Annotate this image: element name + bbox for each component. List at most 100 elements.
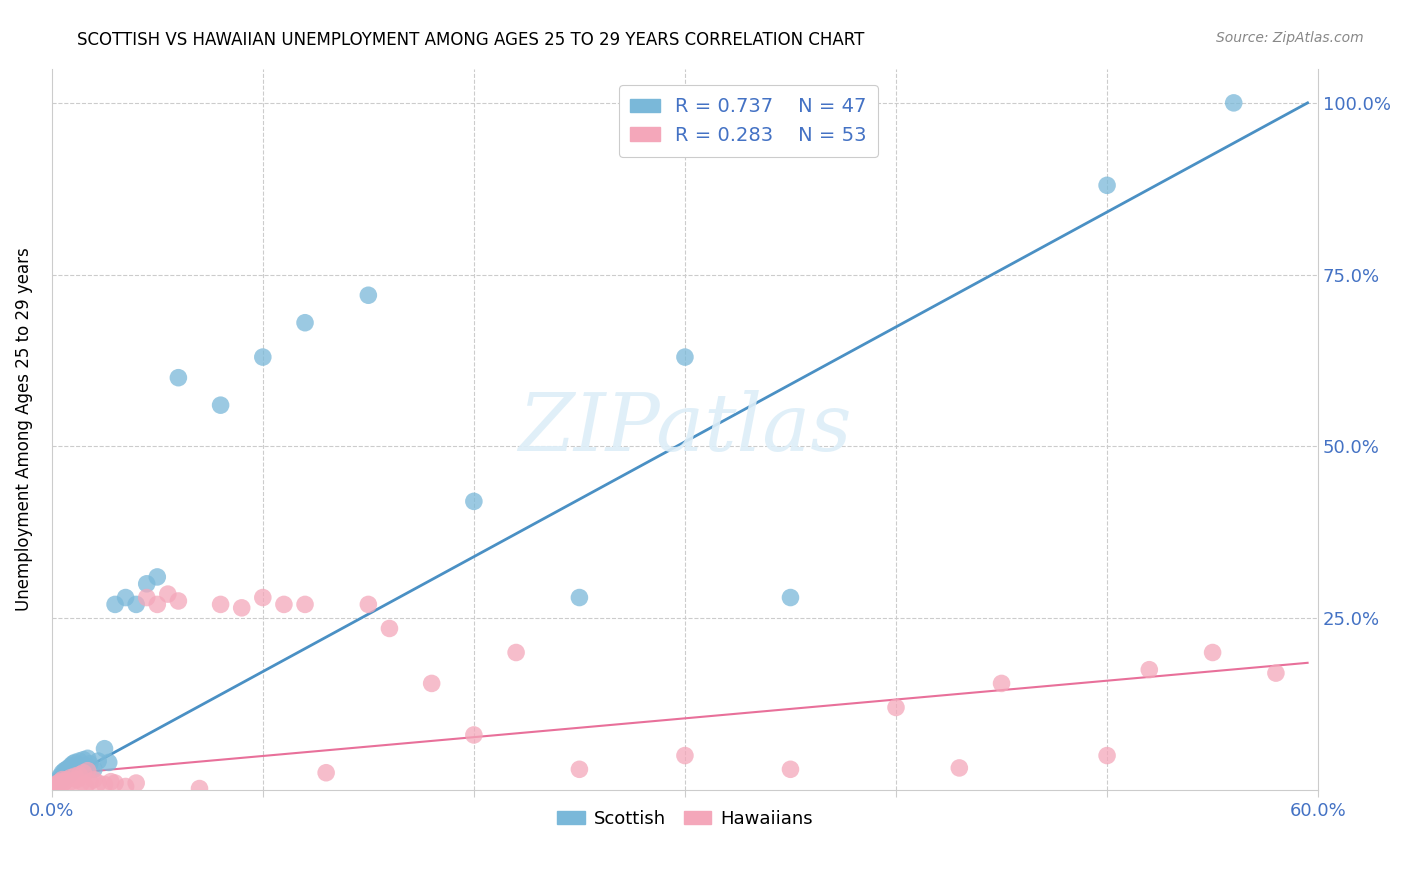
Point (51, 772, 73, 787)
Point (1137, 663, 1160, 677)
Point (252, 350, 274, 364)
Point (100, 774, 122, 789)
Point (49, 774, 72, 789)
Point (568, 591, 591, 605)
Point (83, 772, 105, 787)
Point (125, 598, 148, 612)
Point (75, 780, 97, 794)
Point (72, 765, 94, 780)
Point (1222, 95, 1244, 110)
Point (62, 756, 84, 771)
Point (46, 776, 69, 790)
Point (53, 764, 76, 778)
Point (66, 761, 89, 775)
Point (70, 776, 93, 790)
Point (315, 765, 337, 780)
Point (125, 776, 148, 790)
Y-axis label: Unemployment Among Ages 25 to 29 years: Unemployment Among Ages 25 to 29 years (15, 247, 32, 611)
Point (49, 774, 72, 789)
Point (146, 570, 169, 584)
Point (45, 777, 67, 791)
Point (76, 764, 98, 778)
Point (46, 776, 69, 790)
Point (53, 774, 76, 789)
Point (231, 600, 253, 615)
Point (59, 759, 82, 773)
Text: ZIPatlas: ZIPatlas (519, 391, 852, 468)
Point (58, 761, 80, 775)
Point (51, 765, 73, 780)
Point (72, 753, 94, 767)
Point (135, 576, 157, 591)
Point (990, 676, 1012, 690)
Point (294, 598, 316, 612)
Point (45, 777, 67, 791)
Point (209, 598, 232, 612)
Point (505, 646, 527, 660)
Point (70, 760, 93, 774)
Point (209, 398, 232, 412)
Point (67, 754, 90, 768)
Point (463, 494, 485, 508)
Point (1201, 646, 1223, 660)
Text: SCOTTISH VS HAWAIIAN UNEMPLOYMENT AMONG AGES 25 TO 29 YEARS CORRELATION CHART: SCOTTISH VS HAWAIIAN UNEMPLOYMENT AMONG … (77, 31, 865, 49)
Point (46, 772, 69, 787)
Point (79, 774, 101, 789)
Point (252, 591, 274, 605)
Point (156, 587, 179, 601)
Point (79, 756, 101, 771)
Legend: Scottish, Hawaiians: Scottish, Hawaiians (550, 803, 820, 835)
Point (1095, 178, 1118, 193)
Point (93, 741, 115, 756)
Point (779, 591, 801, 605)
Text: Source: ZipAtlas.com: Source: ZipAtlas.com (1216, 31, 1364, 45)
Point (55, 762, 77, 776)
Point (49, 780, 72, 794)
Point (1095, 748, 1118, 763)
Point (673, 350, 696, 364)
Point (51, 772, 73, 787)
Point (59, 771, 82, 785)
Point (948, 761, 970, 775)
Point (104, 776, 127, 790)
Point (104, 598, 127, 612)
Point (49, 769, 72, 783)
Point (294, 316, 316, 330)
Point (378, 622, 401, 636)
Point (273, 598, 295, 612)
Point (58, 776, 80, 790)
Point (87, 776, 110, 790)
Point (67, 768, 90, 782)
Point (63, 756, 86, 770)
Point (167, 594, 190, 608)
Point (62, 764, 84, 778)
Point (93, 777, 115, 791)
Point (59, 765, 82, 780)
Point (135, 591, 157, 605)
Point (63, 762, 86, 776)
Point (779, 762, 801, 776)
Point (63, 769, 86, 783)
Point (884, 700, 907, 714)
Point (1264, 666, 1286, 681)
Point (87, 754, 110, 768)
Point (76, 751, 98, 765)
Point (114, 780, 136, 794)
Point (188, 781, 211, 796)
Point (114, 591, 136, 605)
Point (463, 728, 485, 742)
Point (66, 772, 89, 787)
Point (55, 772, 77, 787)
Point (58, 768, 80, 782)
Point (420, 676, 443, 690)
Point (62, 774, 84, 789)
Point (357, 288, 380, 302)
Point (673, 748, 696, 763)
Point (42, 780, 65, 794)
Point (568, 762, 591, 776)
Point (357, 598, 380, 612)
Point (75, 759, 97, 773)
Point (146, 598, 169, 612)
Point (53, 771, 76, 785)
Point (51, 777, 73, 791)
